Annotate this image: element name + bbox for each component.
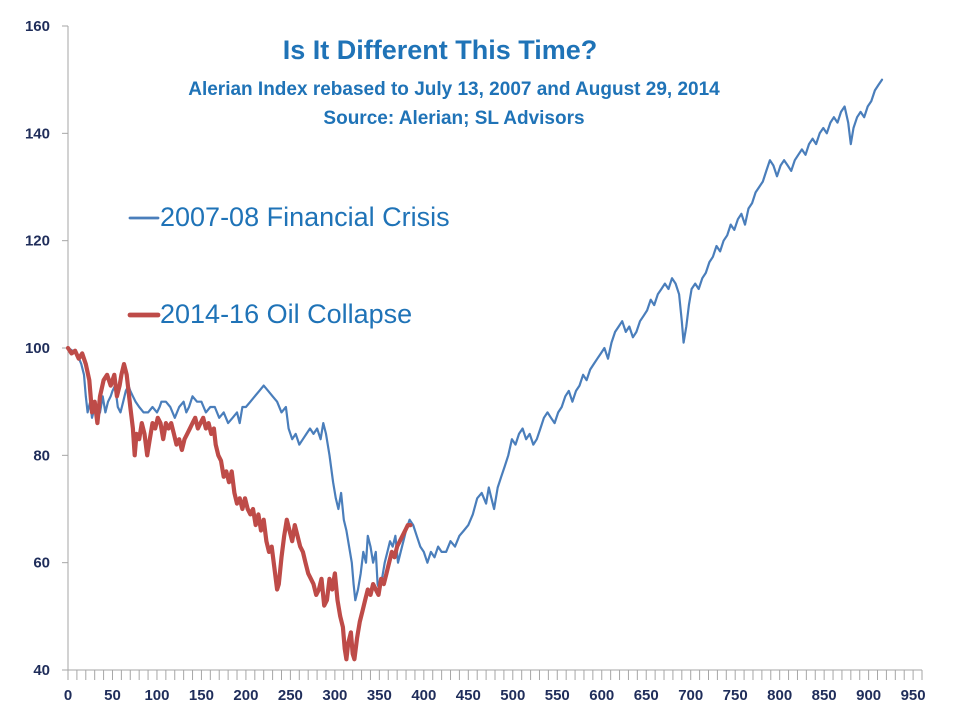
x-tick-label: 450 bbox=[456, 687, 481, 704]
series-lines bbox=[65, 78, 884, 662]
x-tick-label: 100 bbox=[144, 687, 169, 704]
x-tick-label: 500 bbox=[500, 687, 525, 704]
y-tick-label: 120 bbox=[25, 233, 50, 250]
x-tick-label: 850 bbox=[812, 687, 837, 704]
x-tick-label: 0 bbox=[64, 687, 72, 704]
x-tick-label: 350 bbox=[367, 687, 392, 704]
legend: 2007-08 Financial Crisis 2014-16 Oil Coll… bbox=[127, 202, 450, 329]
tick-labels: 40 60 80 100 120 140 160 0 50 100 150 200 250 300 350 4… bbox=[25, 18, 926, 704]
x-tick-label: 750 bbox=[723, 687, 748, 704]
chart-title: Is It Different This Time? bbox=[283, 35, 598, 65]
legend-item-financial-crisis: 2007-08 Financial Crisis bbox=[128, 202, 450, 232]
x-tick-label: 200 bbox=[233, 687, 258, 704]
legend-item-oil-collapse: 2014-16 Oil Collapse bbox=[127, 299, 412, 329]
x-tick-label: 900 bbox=[856, 687, 881, 704]
y-tick-label: 100 bbox=[25, 340, 50, 357]
x-tick-label: 550 bbox=[545, 687, 570, 704]
chart-subtitle: Alerian Index rebased to July 13, 2007 a… bbox=[188, 79, 720, 100]
legend-label: 2007-08 Financial Crisis bbox=[160, 202, 450, 232]
y-tick-label: 40 bbox=[33, 662, 50, 679]
x-tick-label: 150 bbox=[189, 687, 214, 704]
legend-label: 2014-16 Oil Collapse bbox=[160, 299, 412, 329]
y-tick-label: 140 bbox=[25, 125, 50, 142]
axes bbox=[62, 25, 923, 680]
x-tick-label: 800 bbox=[767, 687, 792, 704]
y-tick-label: 60 bbox=[33, 555, 50, 572]
x-tick-label: 700 bbox=[678, 687, 703, 704]
x-tick-label: 950 bbox=[901, 687, 926, 704]
x-tick-label: 650 bbox=[634, 687, 659, 704]
series-line-financial-crisis bbox=[66, 78, 884, 602]
x-tick-label: 400 bbox=[411, 687, 436, 704]
y-tick-label: 160 bbox=[25, 18, 50, 35]
x-tick-label: 250 bbox=[278, 687, 303, 704]
series-line-oil-collapse bbox=[65, 345, 413, 662]
x-tick-label: 300 bbox=[322, 687, 347, 704]
y-tick-label: 80 bbox=[33, 447, 50, 464]
chart-source: Source: Alerian; SL Advisors bbox=[323, 108, 584, 129]
x-tick-label: 50 bbox=[104, 687, 121, 704]
x-tick-label: 600 bbox=[589, 687, 614, 704]
